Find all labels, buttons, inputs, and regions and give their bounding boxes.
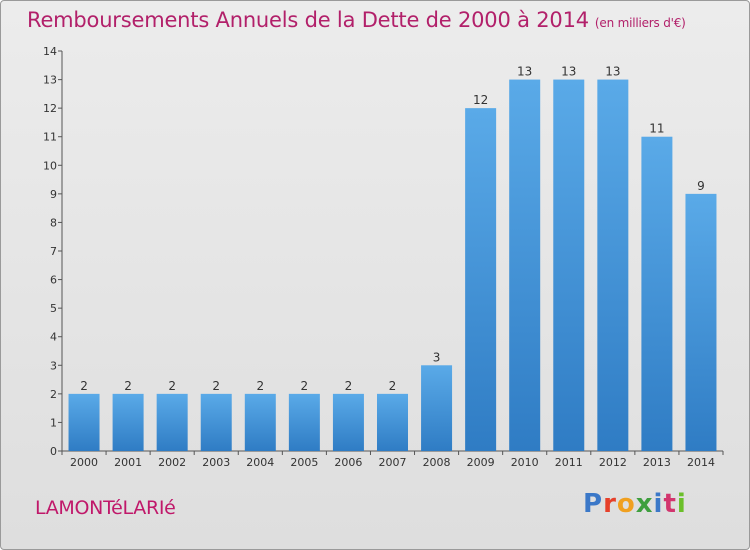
y-tick-label: 2 [50,388,57,401]
y-tick-label: 1 [50,416,57,429]
data-labels: 2 2 2 2 2 2 2 2 3 12 13 13 13 11 9 [80,65,705,393]
data-label: 11 [649,122,664,136]
bars [68,79,717,452]
x-tick-label: 2014 [687,456,715,469]
logo-letter: i [653,489,664,519]
bar-2009 [465,108,497,452]
y-tick-label: 7 [50,245,57,258]
data-label: 2 [256,379,264,393]
x-tick-label: 2005 [290,456,318,469]
x-tick-label: 2006 [334,456,362,469]
data-label: 2 [301,379,309,393]
logo-letter: x [635,489,654,519]
bar-2012 [597,79,629,452]
logo-letter: i [676,489,687,519]
logo-letter: r [603,489,617,519]
bar-2013 [641,136,673,451]
x-tick-label: 2000 [70,456,98,469]
bar-2005 [288,393,320,451]
y-tick-label: 5 [50,302,57,315]
data-label: 9 [697,179,705,193]
x-tick-label: 2007 [379,456,407,469]
x-tick-label: 2003 [202,456,230,469]
data-label: 13 [561,65,576,79]
data-label: 2 [80,379,88,393]
y-tick-label: 13 [43,74,57,87]
logo-letter: P [583,489,604,519]
bar-2011 [553,79,585,452]
bar-2003 [200,393,232,451]
bar-2000 [68,393,100,451]
data-label: 2 [168,379,176,393]
proxiti-logo[interactable]: Proxiti [583,489,687,519]
x-tick-label: 2002 [158,456,186,469]
logo-letter: t [663,489,677,519]
x-tick-label: 2008 [423,456,451,469]
y-tick-label: 12 [43,102,57,115]
x-tick-label: 2011 [555,456,583,469]
bar-2006 [332,393,364,451]
bar-2001 [112,393,144,451]
bar-2010 [509,79,541,452]
chart-title: Remboursements Annuels de la Dette de 20… [27,8,686,32]
x-tick-label: 2013 [643,456,671,469]
bar-2014 [685,193,717,451]
bar-2008 [421,365,453,451]
bar-2007 [377,393,408,451]
data-label: 2 [212,379,220,393]
x-tick-label: 2009 [467,456,495,469]
y-tick-label: 11 [43,131,57,144]
bar-2004 [244,393,276,451]
data-label: 3 [433,350,441,364]
data-label: 13 [517,65,532,79]
data-label: 12 [473,93,488,107]
data-label: 2 [124,379,132,393]
x-tick-label: 2004 [246,456,274,469]
y-tick-label: 9 [50,188,57,201]
commune-name: LAMONTéLARIé [35,497,176,519]
x-tick-label: 2012 [599,456,627,469]
y-tick-label: 3 [50,359,57,372]
y-tick-label: 4 [50,331,57,344]
bar-2002 [156,393,188,451]
x-tick-label: 2001 [114,456,142,469]
y-tick-label: 8 [50,216,57,229]
y-tick-label: 0 [50,445,57,458]
data-label: 2 [389,379,397,393]
y-tick-label: 6 [50,274,57,287]
chart-title-text: Remboursements Annuels de la Dette de 20… [27,8,589,32]
logo-letter: o [616,489,636,519]
data-label: 13 [605,65,620,79]
y-tick-label: 14 [43,45,57,58]
x-tick-label: 2010 [511,456,539,469]
data-label: 2 [345,379,353,393]
y-tick-label: 10 [43,159,57,172]
chart-subtitle: (en milliers d'€) [594,16,686,30]
